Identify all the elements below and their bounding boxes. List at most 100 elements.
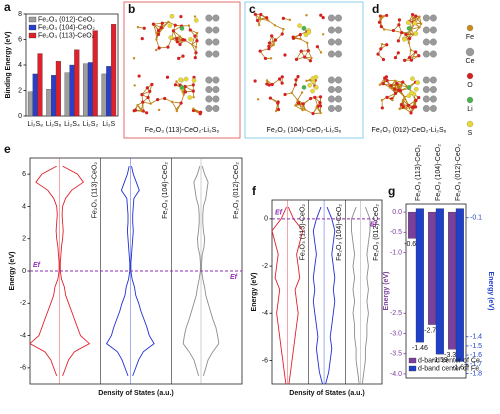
atom bbox=[281, 16, 285, 20]
atom bbox=[193, 34, 197, 38]
atom bbox=[136, 25, 140, 29]
atom bbox=[397, 88, 401, 92]
atom bbox=[145, 86, 149, 90]
bar bbox=[408, 211, 417, 239]
atom bbox=[404, 107, 407, 110]
atom bbox=[155, 31, 158, 34]
atom bbox=[193, 17, 199, 23]
atom bbox=[141, 109, 145, 113]
atom bbox=[299, 49, 303, 53]
y-tick-label: 2 bbox=[22, 236, 26, 243]
atom-cluster bbox=[253, 12, 342, 63]
atom bbox=[406, 85, 412, 90]
bar bbox=[64, 72, 70, 117]
atom bbox=[401, 98, 405, 102]
atom bbox=[274, 109, 278, 113]
atom bbox=[407, 31, 410, 34]
atom bbox=[395, 81, 399, 86]
atom bbox=[396, 51, 400, 55]
atom bbox=[381, 82, 385, 86]
atom bbox=[148, 89, 152, 93]
atom bbox=[179, 26, 185, 31]
atom bbox=[256, 98, 260, 101]
atom bbox=[294, 57, 299, 61]
atom bbox=[257, 23, 261, 27]
atom bbox=[305, 79, 308, 83]
atom bbox=[398, 107, 401, 111]
atom bbox=[319, 13, 323, 17]
atom bbox=[191, 78, 197, 83]
y-tick-label: 2 bbox=[18, 87, 22, 94]
atom bbox=[418, 15, 421, 18]
atom bbox=[327, 105, 335, 112]
atom bbox=[313, 95, 317, 100]
element-swatch bbox=[466, 72, 474, 80]
atom bbox=[410, 105, 415, 110]
atom bbox=[169, 13, 175, 19]
atom bbox=[380, 43, 384, 46]
atom bbox=[181, 90, 184, 94]
y-tick-label: -6 bbox=[20, 365, 26, 372]
atom bbox=[193, 15, 197, 18]
y2-tick-label: -1.4 bbox=[470, 334, 482, 341]
structure-caption: Fe₂O₃ (104)-CeO₂-Li₂S₆ bbox=[267, 127, 342, 134]
value-label: -3.39 bbox=[444, 352, 460, 359]
bond bbox=[295, 105, 303, 111]
y-tick-label: 8 bbox=[18, 11, 22, 18]
atom bbox=[283, 92, 287, 97]
atom bbox=[393, 91, 398, 95]
y2-axis-label: Energy (eV) bbox=[487, 272, 494, 311]
dos-curve bbox=[287, 206, 304, 385]
atom bbox=[321, 16, 325, 20]
atom bbox=[212, 38, 220, 46]
atom bbox=[397, 18, 402, 22]
dos-curve bbox=[351, 206, 360, 385]
atom bbox=[327, 38, 335, 46]
atom bbox=[318, 104, 323, 108]
atom bbox=[291, 35, 295, 39]
atom bbox=[212, 105, 220, 112]
bond bbox=[267, 20, 276, 26]
atom bbox=[178, 77, 183, 83]
atom bbox=[177, 56, 181, 60]
atom bbox=[306, 29, 312, 35]
atom bbox=[173, 83, 178, 87]
value-label: -1.59 bbox=[432, 357, 448, 364]
atom bbox=[300, 91, 304, 94]
value-label: -0.65 bbox=[404, 241, 420, 248]
atom bbox=[422, 76, 430, 84]
atom bbox=[150, 82, 154, 87]
atom bbox=[327, 95, 335, 103]
atom bbox=[187, 24, 191, 27]
atom bbox=[409, 48, 412, 52]
atom bbox=[296, 75, 300, 79]
legend-swatch bbox=[408, 365, 417, 372]
bond bbox=[291, 92, 298, 101]
atom-cluster bbox=[253, 74, 342, 116]
atom bbox=[141, 100, 145, 104]
atom bbox=[396, 39, 400, 43]
atom bbox=[253, 79, 257, 83]
atom bbox=[327, 26, 335, 34]
atom bbox=[417, 54, 421, 58]
series-label: Fe₂O₃ (113)-CeO₂ bbox=[92, 162, 99, 219]
atom bbox=[403, 58, 407, 62]
atom bbox=[179, 14, 183, 19]
atom bbox=[183, 90, 188, 94]
atom bbox=[179, 85, 185, 90]
atom bbox=[422, 14, 430, 22]
structure-caption: Fe₂O₃ (012)-CeO₂-Li₂S₆ bbox=[372, 127, 447, 134]
atom bbox=[140, 37, 144, 41]
atom bbox=[422, 26, 430, 34]
atom bbox=[273, 24, 277, 27]
atom bbox=[269, 57, 273, 60]
atom bbox=[191, 83, 195, 87]
atom bbox=[255, 18, 260, 23]
atom bbox=[212, 26, 220, 34]
atom-cluster bbox=[376, 12, 437, 62]
atom bbox=[334, 14, 342, 22]
y-tick-label: 0 bbox=[264, 216, 268, 223]
atom bbox=[157, 46, 161, 50]
bar bbox=[32, 73, 38, 117]
series-label: Fe₂O₃ (104)-CeO₂ bbox=[336, 204, 343, 261]
